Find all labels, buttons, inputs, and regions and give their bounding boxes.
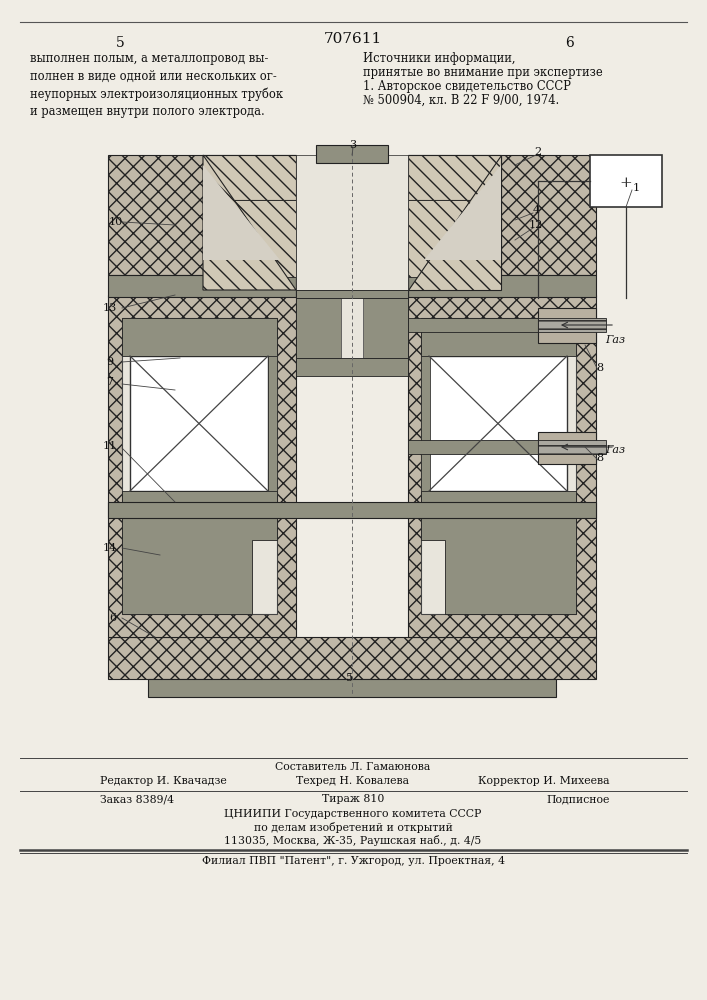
Polygon shape [108, 295, 296, 637]
Text: 3: 3 [349, 140, 356, 150]
Text: 9: 9 [107, 357, 114, 367]
Bar [538, 440, 606, 454]
Bar [363, 298, 408, 358]
Text: Корректор И. Михеева: Корректор И. Михеева [479, 776, 610, 786]
Text: Составитель Л. Гамаюнова: Составитель Л. Гамаюнова [275, 762, 431, 772]
Polygon shape [122, 491, 277, 614]
Bar [421, 318, 576, 614]
Bar [108, 637, 596, 679]
Bar [408, 275, 596, 297]
Polygon shape [203, 155, 296, 200]
Text: № 500904, кл. В 22 F 9/00, 1974.: № 500904, кл. В 22 F 9/00, 1974. [363, 94, 559, 107]
Polygon shape [408, 295, 596, 637]
Bar [429, 356, 567, 491]
Bar [408, 440, 596, 454]
Text: Редактор И. Квачадзе: Редактор И. Квачадзе [100, 776, 227, 786]
Bar [108, 502, 596, 518]
Text: Заказ 8389/4: Заказ 8389/4 [100, 794, 174, 804]
Polygon shape [408, 155, 501, 200]
Polygon shape [424, 165, 501, 260]
Bar [296, 275, 408, 297]
Text: 8: 8 [597, 363, 604, 373]
Bar [296, 358, 408, 376]
Text: Источники информации,: Источники информации, [363, 52, 515, 65]
Bar [538, 432, 596, 464]
Text: 6: 6 [566, 36, 574, 50]
Bar [296, 290, 408, 298]
Bar [408, 318, 596, 332]
Bar [341, 298, 363, 358]
Bar [130, 356, 268, 491]
Text: Газ: Газ [605, 445, 625, 455]
Text: 113035, Москва, Ж-35, Раушская наб., д. 4/5: 113035, Москва, Ж-35, Раушская наб., д. … [224, 835, 481, 846]
Text: Техред Н. Ковалева: Техред Н. Ковалева [296, 776, 409, 786]
Text: ЦНИИПИ Государственного комитета СССР: ЦНИИПИ Государственного комитета СССР [224, 809, 481, 819]
Bar [590, 155, 662, 207]
Text: 6: 6 [110, 613, 117, 623]
Polygon shape [203, 200, 296, 277]
Polygon shape [421, 318, 576, 356]
Text: выполнен полым, а металлопровод вы-
полнен в виде одной или нескольких ог-
неупо: выполнен полым, а металлопровод вы- полн… [30, 52, 283, 118]
Text: Филиал ПВП "Патент", г. Ужгород, ул. Проектная, 4: Филиал ПВП "Патент", г. Ужгород, ул. Про… [201, 856, 505, 866]
Polygon shape [421, 356, 430, 491]
Text: по делам изобретений и открытий: по делам изобретений и открытий [254, 822, 452, 833]
Polygon shape [408, 155, 596, 275]
Polygon shape [108, 155, 296, 275]
Text: 5: 5 [116, 36, 124, 50]
Text: принятые во внимание при экспертизе: принятые во внимание при экспертизе [363, 66, 603, 79]
Text: 4: 4 [532, 205, 539, 215]
Polygon shape [122, 318, 277, 356]
Text: 7: 7 [107, 377, 114, 387]
Polygon shape [296, 155, 408, 290]
Text: 5: 5 [346, 673, 354, 683]
Text: +: + [619, 176, 632, 190]
Bar [538, 318, 606, 332]
Text: Газ: Газ [605, 335, 625, 345]
Text: 13: 13 [103, 303, 117, 313]
Polygon shape [408, 155, 501, 290]
Text: 14: 14 [103, 543, 117, 553]
Text: 10: 10 [109, 217, 123, 227]
Bar [538, 308, 596, 343]
Text: 12: 12 [529, 220, 543, 230]
Text: Подписное: Подписное [547, 794, 610, 804]
Text: 11: 11 [103, 441, 117, 451]
Polygon shape [203, 155, 296, 290]
Text: 8: 8 [597, 453, 604, 463]
Bar [108, 275, 296, 297]
Text: Тираж 810: Тираж 810 [322, 794, 384, 804]
Text: 1. Авторское свидетельство СССР: 1. Авторское свидетельство СССР [363, 80, 571, 93]
Bar [296, 298, 341, 358]
Text: 2: 2 [534, 147, 542, 157]
Text: 707611: 707611 [324, 32, 382, 46]
Polygon shape [421, 491, 576, 614]
Bar [148, 679, 556, 697]
Bar [122, 318, 277, 614]
Polygon shape [408, 200, 501, 277]
Text: 1: 1 [633, 183, 640, 193]
Polygon shape [268, 356, 277, 491]
Bar [316, 145, 388, 163]
Polygon shape [203, 165, 280, 260]
